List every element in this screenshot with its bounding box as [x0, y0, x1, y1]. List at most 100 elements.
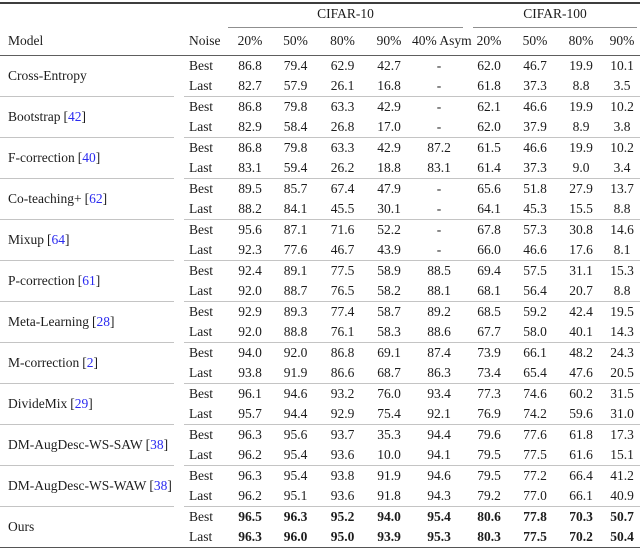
- value-cell: 89.3: [272, 300, 319, 322]
- table-row-best: DM-AugDesc-WS-WAW [38] Best 96.3 95.4 93.…: [0, 464, 640, 506]
- best-row-label: Best: [184, 341, 228, 363]
- citation-link[interactable]: 29: [74, 395, 89, 411]
- gap-cell: [174, 486, 184, 507]
- value-cell: 94.6: [412, 464, 466, 486]
- value-cell: 89.5: [228, 177, 272, 199]
- citation-link[interactable]: 61: [82, 272, 96, 288]
- citation-link[interactable]: 2: [86, 354, 94, 370]
- gap-cell: [174, 322, 184, 343]
- best-row-label: Best: [184, 423, 228, 445]
- value-cell: 46.7: [330, 241, 355, 257]
- value-cell: 94.4: [283, 405, 308, 421]
- value-cell: 64.1: [477, 200, 501, 216]
- value-cell: 88.6: [427, 323, 451, 339]
- value-cell: 95.6: [228, 218, 272, 240]
- last-row-label: Last: [189, 405, 213, 421]
- value-cell: 15.3: [604, 259, 640, 281]
- value-cell: 93.9: [377, 528, 401, 544]
- citation-link[interactable]: 64: [51, 231, 66, 247]
- model-label: DM-AugDesc-WS-WAW: [8, 477, 147, 493]
- value-cell: 67.7: [477, 323, 501, 339]
- table-row-best: Meta-Learning [28] Best 92.9 89.3 77.4 58…: [0, 300, 640, 342]
- value-cell: 19.9: [558, 95, 604, 117]
- citation: [38]: [146, 437, 169, 452]
- value-cell: 96.5: [228, 505, 272, 527]
- best-row-label: Best: [184, 382, 228, 404]
- value-cell: 9.0: [572, 159, 590, 175]
- table-row-last: Last 96.2 95.1 93.6 91.8 94.3 79.2 77.0 …: [0, 486, 640, 507]
- citation-link[interactable]: 28: [96, 313, 110, 329]
- citation-link[interactable]: 40: [82, 149, 96, 165]
- value-cell: 93.7: [319, 423, 366, 445]
- value-cell: 50.4: [610, 528, 634, 544]
- cifar100-column-group: CIFAR-100: [466, 4, 640, 28]
- value-cell: 61.6: [569, 446, 593, 462]
- dataset-group-row: CIFAR-10 CIFAR-100: [0, 4, 640, 28]
- last-row-label: Last: [189, 241, 213, 257]
- value-cell: 96.2: [238, 446, 262, 462]
- best-row-label: Best: [184, 95, 228, 117]
- best-row-label: Best: [184, 259, 228, 281]
- value-cell: 27.9: [558, 177, 604, 199]
- table-row-best: DM-AugDesc-WS-SAW [38] Best 96.3 95.6 93.…: [0, 423, 640, 465]
- value-cell: 47.9: [366, 177, 412, 199]
- value-cell: 61.5: [466, 136, 512, 158]
- value-cell: 86.8: [319, 341, 366, 363]
- citation-link[interactable]: 42: [68, 108, 82, 124]
- citation-link[interactable]: 62: [89, 190, 103, 206]
- value-cell: 46.6: [512, 95, 558, 117]
- value-cell: 62.1: [466, 95, 512, 117]
- value-cell: 58.3: [377, 323, 401, 339]
- model-cell: F-correction [40]: [0, 136, 174, 178]
- table-row-best: Mixup [64] Best 95.6 87.1 71.6 52.2 - 67.…: [0, 218, 640, 260]
- last-row-label: Last: [189, 282, 213, 298]
- value-cell: 83.1: [238, 159, 262, 175]
- value-cell: 74.6: [512, 382, 558, 404]
- value-cell: 43.9: [377, 241, 401, 257]
- value-cell: 26.1: [330, 77, 355, 93]
- value-cell: 94.1: [427, 446, 451, 462]
- value-cell: 92.0: [238, 282, 262, 298]
- model-label: P-correction: [8, 272, 75, 288]
- citation-link[interactable]: 38: [153, 477, 168, 493]
- bottom-rule-gap: [0, 547, 640, 551]
- model-label: Bootstrap: [8, 108, 61, 124]
- value-cell: 62.0: [477, 57, 501, 73]
- value-cell: 94.3: [427, 487, 451, 503]
- value-cell: 8.9: [572, 118, 590, 134]
- last-row-label: Last: [189, 77, 213, 93]
- gap-cell: [174, 240, 184, 261]
- value-cell: 89.2: [412, 300, 466, 322]
- value-cell: 94.6: [272, 382, 319, 404]
- value-cell: 96.3: [228, 464, 272, 486]
- value-cell: 79.6: [466, 423, 512, 445]
- value-cell: 87.2: [412, 136, 466, 158]
- column-header-model: Model: [0, 28, 174, 56]
- value-cell: 77.4: [319, 300, 366, 322]
- value-cell: 92.9: [228, 300, 272, 322]
- model-label: Co-teaching+: [8, 190, 82, 206]
- value-cell: 10.0: [377, 446, 401, 462]
- value-cell: 57.3: [512, 218, 558, 240]
- table-row-last: Last 96.3 96.0 95.0 93.9 95.3 80.3 77.5 …: [0, 527, 640, 548]
- table-top-rule: [0, 2, 640, 4]
- column-header-c100-90: 90%: [604, 28, 640, 56]
- value-cell: 17.6: [569, 241, 593, 257]
- value-cell: 8.1: [613, 241, 631, 257]
- gap-cell: [174, 424, 184, 445]
- value-cell: 48.2: [558, 341, 604, 363]
- value-cell: 62.0: [477, 118, 501, 134]
- citation-link[interactable]: 38: [150, 436, 164, 452]
- value-cell: 65.6: [466, 177, 512, 199]
- value-cell: 50.7: [604, 505, 640, 527]
- value-cell: 94.0: [366, 505, 412, 527]
- gap-cell: [174, 527, 184, 548]
- column-header-c10-80: 80%: [319, 28, 366, 56]
- table-body: Cross-Entropy Best 86.8 79.4 62.9 42.7 -…: [0, 55, 640, 547]
- value-cell: 77.8: [512, 505, 558, 527]
- citation-open-bracket: [: [84, 190, 90, 206]
- value-cell: 10.2: [604, 136, 640, 158]
- value-cell: -: [412, 95, 466, 117]
- value-cell: 95.4: [283, 446, 308, 462]
